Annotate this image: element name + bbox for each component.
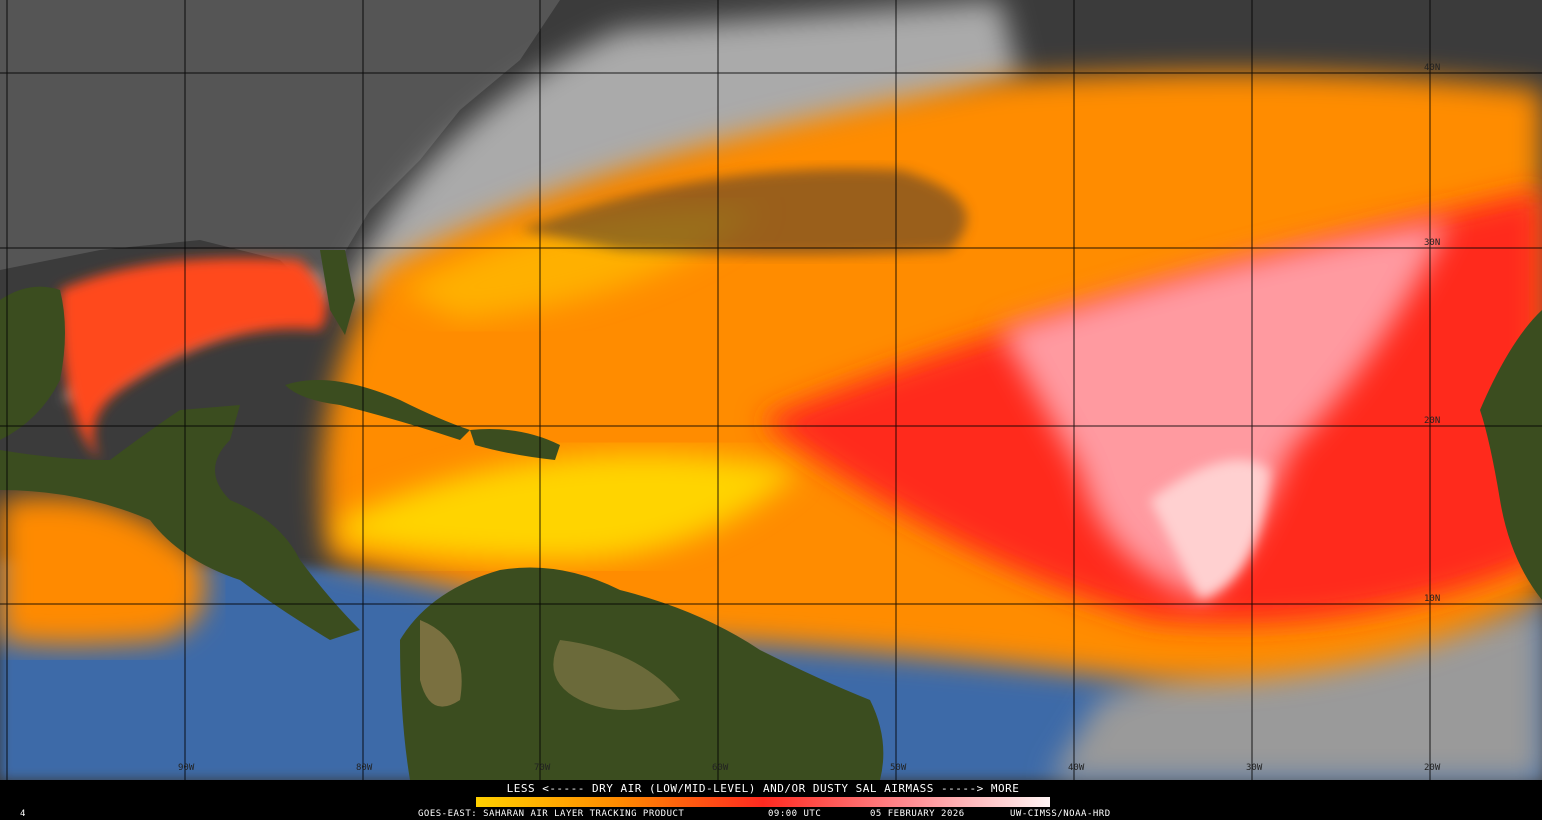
time: 09:00 UTC: [768, 809, 821, 819]
frame-number: 4: [20, 809, 26, 819]
longitude-label: 40W: [1068, 763, 1085, 773]
longitude-label: 80W: [356, 763, 373, 773]
grid-labels: 90W 80W 70W 60W 50W 40W 30W 20W 40N 30N 20N 10N: [178, 63, 1441, 773]
longitude-label: 90W: [178, 763, 195, 773]
longitude-label: 70W: [534, 763, 551, 773]
graticule: [0, 0, 1542, 780]
latitude-label: 40N: [1424, 63, 1440, 73]
latitude-label: 20N: [1424, 416, 1440, 426]
latitude-label: 10N: [1424, 594, 1440, 604]
latitude-label: 30N: [1424, 238, 1440, 248]
imagery: [0, 0, 1542, 780]
product-name: GOES-EAST: SAHARAN AIR LAYER TRACKING PR…: [418, 809, 684, 819]
longitude-label: 50W: [890, 763, 907, 773]
longitude-label: 30W: [1246, 763, 1263, 773]
legend-caption: LESS <----- DRY AIR (LOW/MID-LEVEL) AND/…: [507, 782, 1020, 795]
credit: UW-CIMSS/NOAA-HRD: [1010, 809, 1111, 819]
color-bar: [476, 797, 1050, 807]
date: 05 FEBRUARY 2026: [870, 809, 965, 819]
longitude-label: 60W: [712, 763, 729, 773]
longitude-label: 20W: [1424, 763, 1441, 773]
